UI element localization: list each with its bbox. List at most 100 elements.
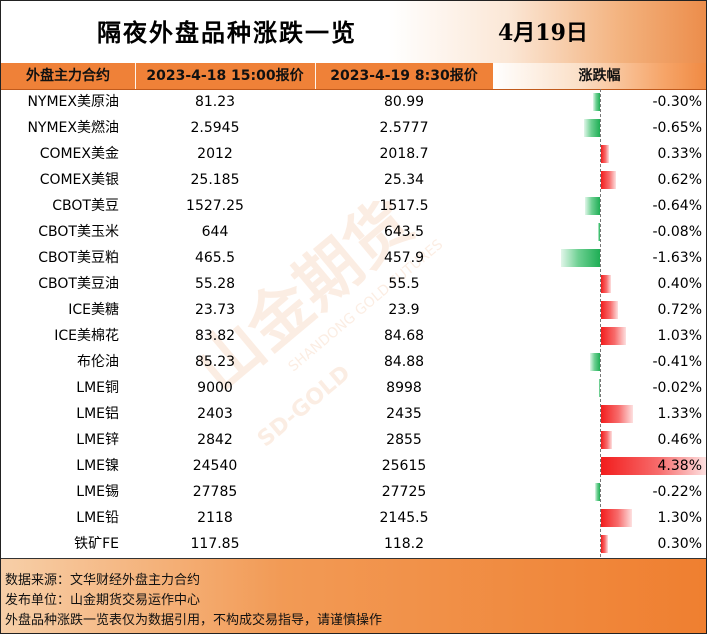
change-percent: -1.63% [652, 250, 702, 266]
contract-name: LME镍 [76, 458, 119, 474]
prev-price: 2012 [197, 146, 233, 162]
table-row: NYMEX美燃油 2.5945 2.5777 -0.65% [1, 115, 706, 141]
header-curr-price: 2023-4-19 8:30报价 [330, 68, 478, 84]
change-percent: -0.41% [652, 354, 702, 370]
curr-price: 457.9 [383, 250, 425, 266]
curr-price: 2855 [386, 432, 422, 448]
header-prev-price: 2023-4-18 15:00报价 [146, 68, 304, 84]
fall-bar [599, 379, 600, 397]
change-percent: -0.64% [652, 198, 702, 214]
prev-price: 117.85 [190, 536, 240, 552]
change-percent: 0.30% [657, 536, 702, 552]
prev-price: 55.28 [194, 276, 236, 292]
table-row: LME锌 2842 2855 0.46% [1, 427, 706, 453]
change-percent: 0.72% [657, 302, 702, 318]
table-row: CBOT美玉米 644 643.5 -0.08% [1, 219, 706, 245]
contract-name: NYMEX美原油 [27, 94, 119, 110]
curr-price: 8998 [386, 380, 422, 396]
change-percent: 1.03% [657, 328, 702, 344]
contract-name: CBOT美豆 [52, 198, 119, 214]
table-row: ICE美棉花 83.82 84.68 1.03% [1, 323, 706, 349]
table-row: LME铅 2118 2145.5 1.30% [1, 505, 706, 531]
prev-price: 25.185 [190, 172, 240, 188]
contract-name: ICE美糖 [68, 302, 119, 318]
contract-name: CBOT美豆油 [38, 276, 119, 292]
fall-bar [594, 483, 600, 501]
table-row: ICE美糖 23.73 23.9 0.72% [1, 297, 706, 323]
change-percent: -0.22% [652, 484, 702, 500]
rise-bar [601, 457, 706, 475]
table-row: LME镍 24540 25615 4.38% [1, 453, 706, 479]
prev-price: 644 [201, 224, 229, 240]
contract-name: 布伦油 [77, 354, 119, 370]
change-percent: -0.30% [652, 94, 702, 110]
header-divider [315, 63, 316, 89]
curr-price: 1517.5 [379, 198, 429, 214]
change-percent: 0.62% [657, 172, 702, 188]
curr-price: 2435 [386, 406, 422, 422]
fall-bar [598, 223, 600, 241]
change-percent: 0.40% [657, 276, 702, 292]
curr-price: 25615 [381, 458, 427, 474]
curr-price: 2018.7 [379, 146, 429, 162]
header-divider [135, 63, 136, 89]
table-row: CBOT美豆粕 465.5 457.9 -1.63% [1, 245, 706, 271]
prev-price: 9000 [197, 380, 233, 396]
rise-bar [601, 535, 609, 553]
curr-price: 25.34 [383, 172, 425, 188]
table-header: 外盘主力合约 2023-4-18 15:00报价 2023-4-19 8:30报… [1, 63, 706, 90]
contract-name: CBOT美豆粕 [38, 250, 119, 266]
table-row: CBOT美豆油 55.28 55.5 0.40% [1, 271, 706, 297]
prev-price: 81.23 [194, 94, 236, 110]
fall-bar [584, 119, 600, 137]
fall-bar [590, 353, 600, 371]
prev-price: 23.73 [194, 302, 236, 318]
prev-price: 2842 [197, 432, 233, 448]
rise-bar [601, 145, 609, 163]
fall-bar [584, 197, 600, 215]
change-percent: 1.30% [657, 510, 702, 526]
table-row: NYMEX美原油 81.23 80.99 -0.30% [1, 89, 706, 115]
curr-price: 27725 [381, 484, 427, 500]
change-percent: 1.33% [657, 406, 702, 422]
contract-name: LME锌 [76, 432, 119, 448]
contract-name: CBOT美玉米 [38, 224, 119, 240]
curr-price: 118.2 [383, 536, 425, 552]
contract-name: NYMEX美燃油 [27, 120, 119, 136]
prev-price: 2403 [197, 406, 233, 422]
zero-axis [600, 89, 602, 557]
footer-disclaimer: 外盘品种涨跌一览表仅为数据引用，不构成交易指导，请谨慎操作 [5, 613, 383, 628]
curr-price: 2145.5 [379, 510, 429, 526]
table-row: LME锡 27785 27725 -0.22% [1, 479, 706, 505]
prev-price: 1527.25 [186, 198, 244, 214]
footer-publisher: 发布单位：山金期货交易运作中心 [5, 593, 201, 608]
curr-price: 80.99 [383, 94, 425, 110]
rise-bar [601, 327, 626, 345]
change-percent: -0.08% [652, 224, 702, 240]
rise-bar [601, 405, 633, 423]
prev-price: 2118 [197, 510, 233, 526]
prev-price: 85.23 [194, 354, 236, 370]
footer: 数据来源：文华财经外盘主力合约 发布单位：山金期货交易运作中心 外盘品种涨跌一览… [1, 558, 706, 633]
prev-price: 465.5 [194, 250, 236, 266]
prev-price: 83.82 [194, 328, 236, 344]
curr-price: 84.68 [383, 328, 425, 344]
title-bar: 隔夜外盘品种涨跌一览 4月19日 [1, 1, 706, 64]
curr-price: 643.5 [383, 224, 425, 240]
contract-name: ICE美棉花 [54, 328, 119, 344]
report-date: 4月19日 [498, 20, 588, 46]
footer-source: 数据来源：文华财经外盘主力合约 [5, 573, 201, 588]
header-change: 涨跌幅 [493, 63, 706, 89]
table-row: 铁矿FE 117.85 118.2 0.30% [1, 531, 706, 557]
table-row: COMEX美金 2012 2018.7 0.33% [1, 141, 706, 167]
curr-price: 23.9 [388, 302, 420, 318]
table-row: CBOT美豆 1527.25 1517.5 -0.64% [1, 193, 706, 219]
rise-bar [601, 431, 613, 449]
table-row: COMEX美银 25.185 25.34 0.62% [1, 167, 706, 193]
prev-price: 27785 [192, 484, 238, 500]
fall-bar [560, 249, 600, 267]
header-name: 外盘主力合约 [26, 68, 110, 84]
rise-bar [601, 275, 611, 293]
change-percent: -0.65% [652, 120, 702, 136]
